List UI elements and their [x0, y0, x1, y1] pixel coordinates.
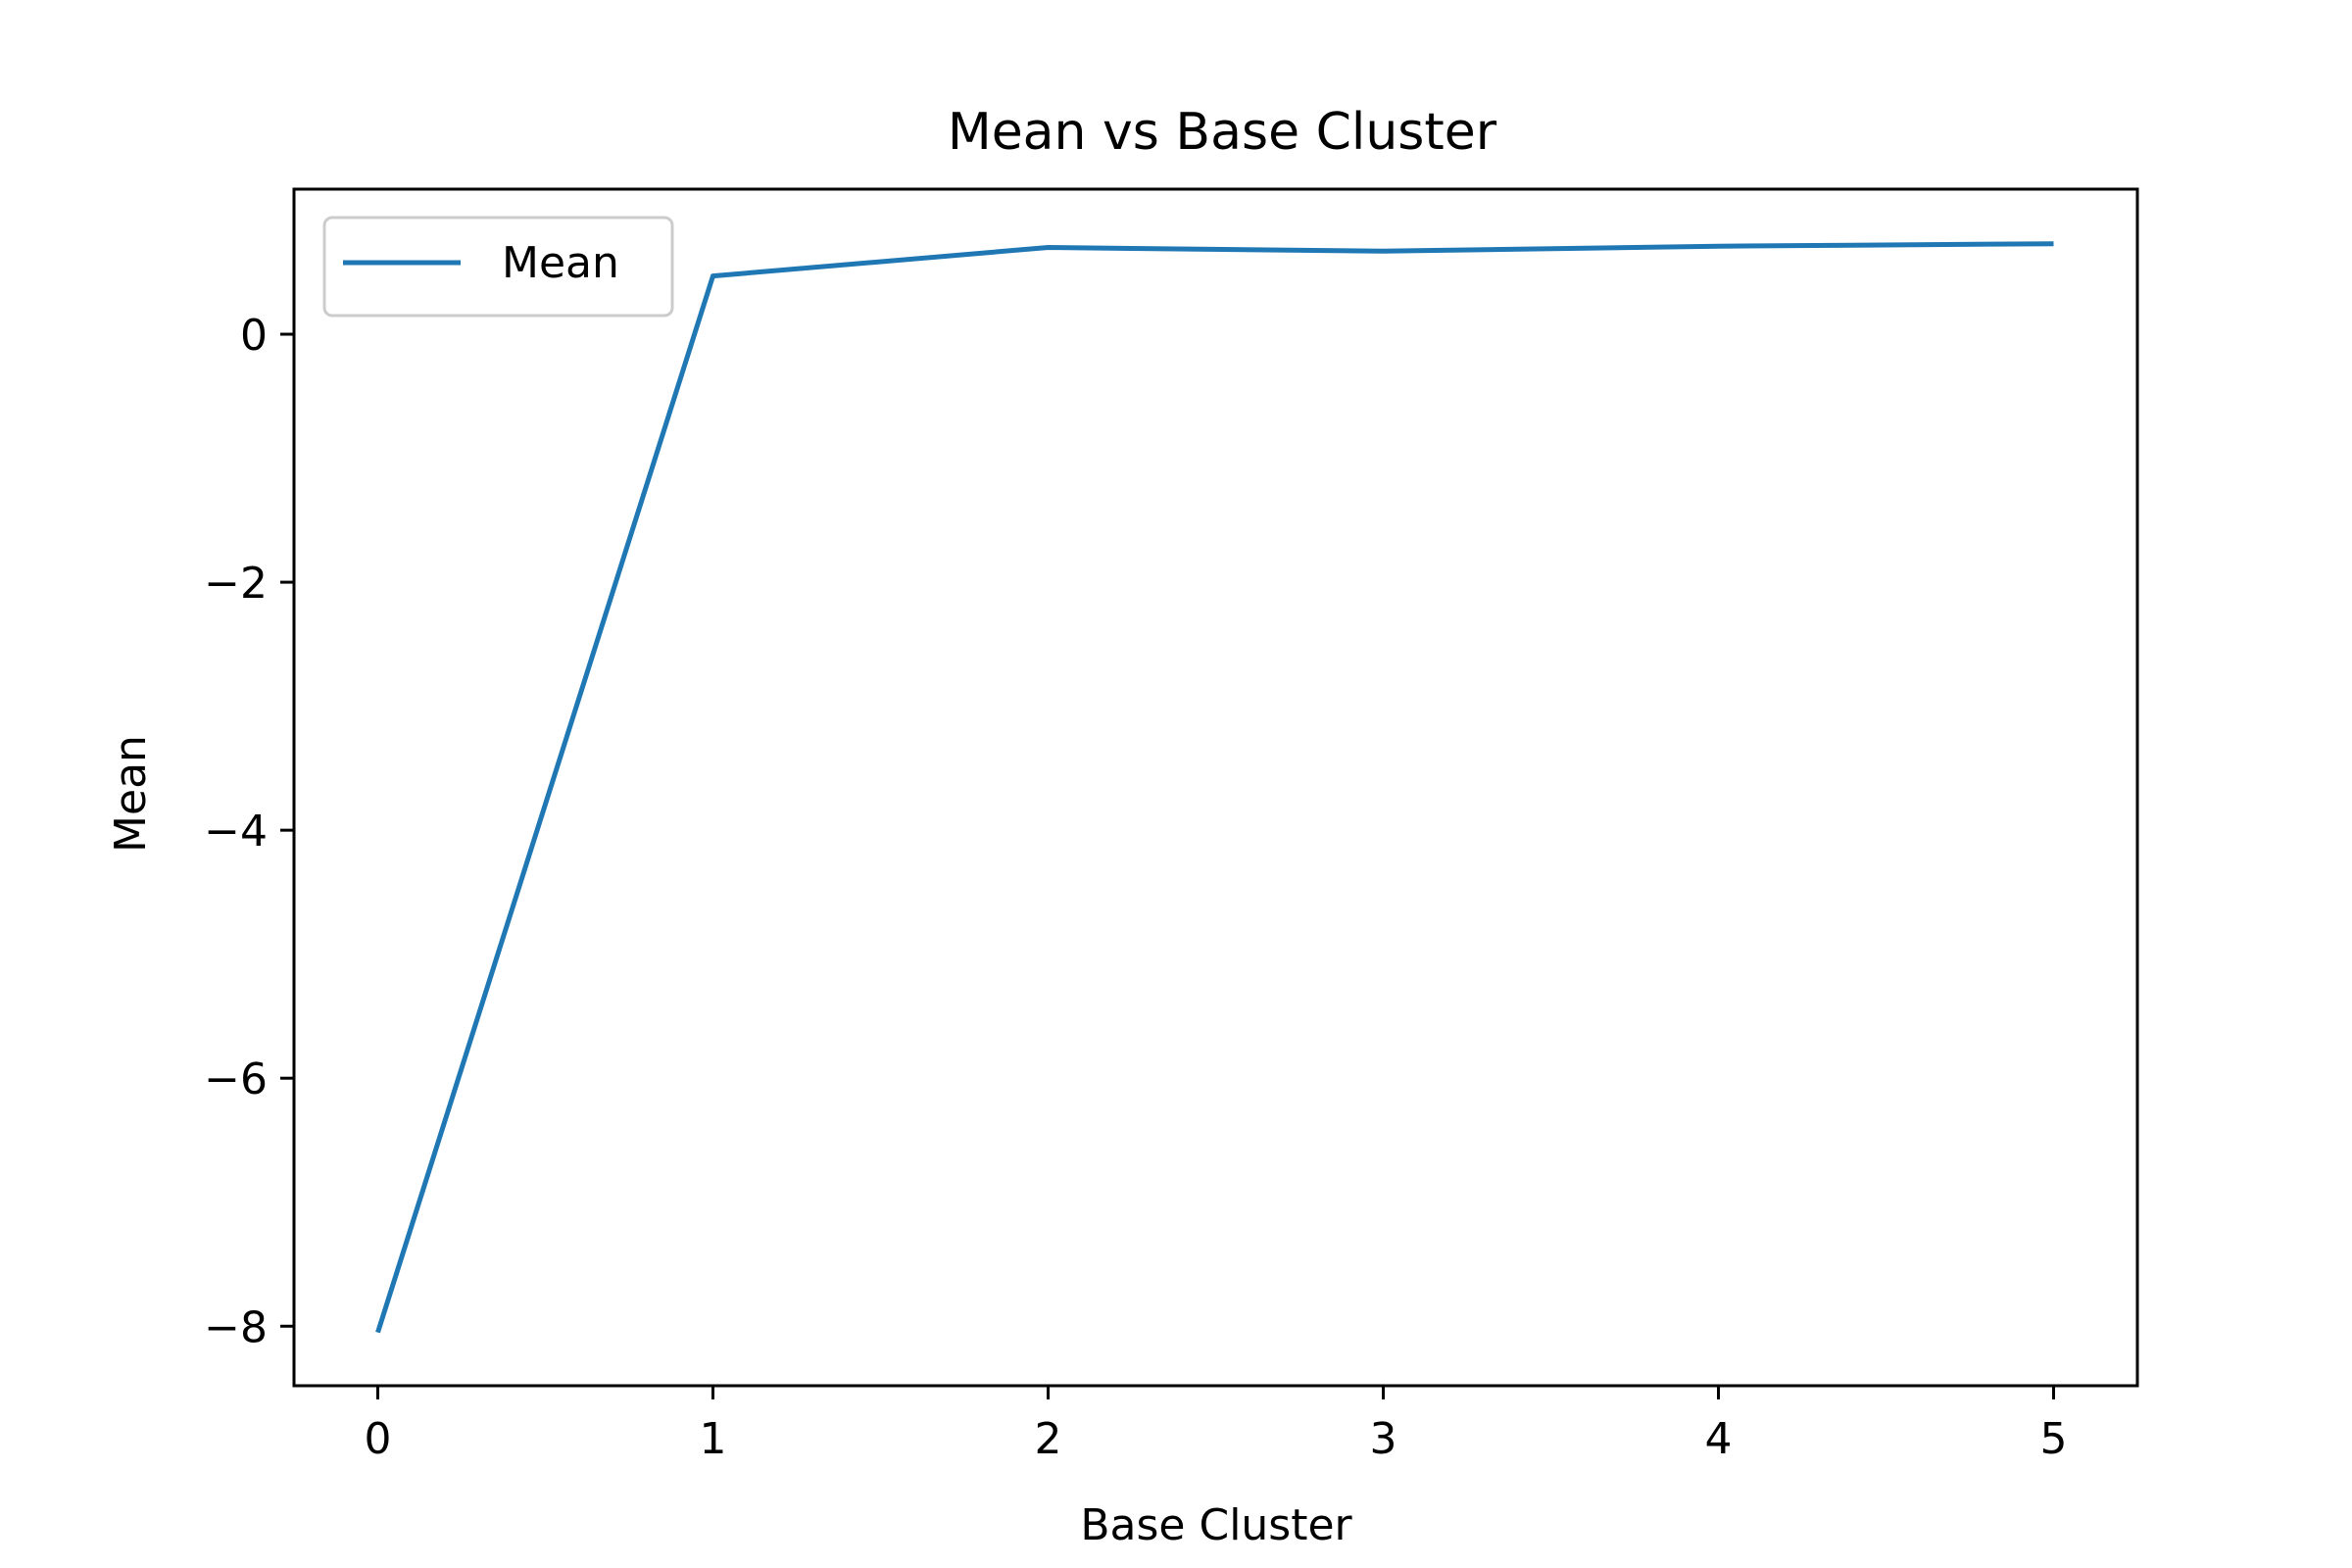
x-tick-label-3: 3	[1370, 1414, 1397, 1464]
chart-title: Mean vs Base Cluster	[948, 103, 1497, 162]
y-tick-label-3: −6	[204, 1054, 268, 1104]
y-tick-label-1: −2	[204, 559, 268, 609]
y-tick-label-4: −8	[204, 1302, 268, 1352]
legend-box	[322, 216, 674, 318]
axes-frame	[292, 187, 2139, 1388]
x-tick-label-5: 5	[2040, 1414, 2068, 1464]
x-tick-label-2: 2	[1035, 1414, 1062, 1464]
series-line-0	[375, 241, 2054, 1334]
x-axis-label: Base Cluster	[1080, 1500, 1352, 1550]
x-axis: 0 1 2 3 4 5	[365, 1386, 2068, 1464]
y-tick-label-0: 0	[240, 311, 268, 361]
x-tick-label-4: 4	[1705, 1414, 1733, 1464]
x-tick-label-1: 1	[700, 1414, 727, 1464]
x-tick-label-0: 0	[365, 1414, 392, 1464]
legend-label-mean: Mean	[502, 238, 619, 288]
y-axis-label: Mean	[106, 735, 156, 853]
y-tick-label-2: −4	[204, 807, 268, 857]
plot-area	[375, 241, 2054, 1334]
legend: Mean	[322, 216, 674, 318]
y-axis: 0 −2 −4 −6 −8	[204, 311, 294, 1352]
